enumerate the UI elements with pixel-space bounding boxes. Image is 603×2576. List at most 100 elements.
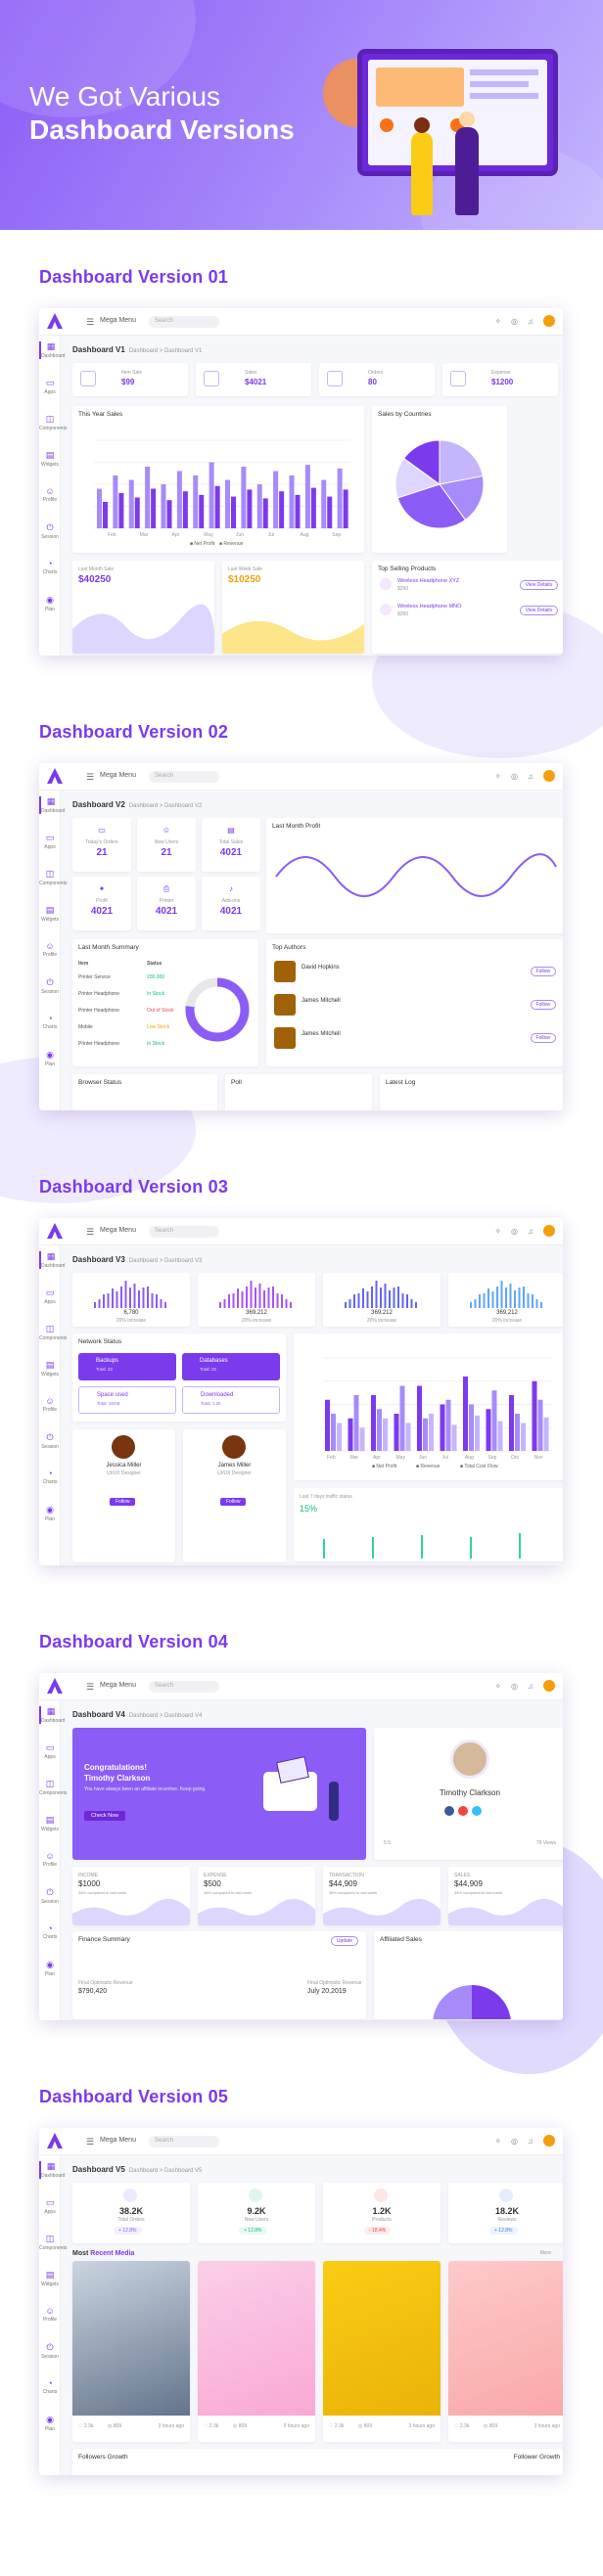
- sidebar-item-components[interactable]: ◫ Components: [39, 2234, 67, 2251]
- logo[interactable]: [47, 1678, 63, 1694]
- avatar[interactable]: [543, 1225, 555, 1237]
- sidebar-item-plan[interactable]: ◉ Plan: [39, 1960, 61, 1977]
- update-button[interactable]: Update: [330, 1936, 358, 1946]
- sidebar-item-widgets[interactable]: ▤ Widgets: [39, 905, 61, 923]
- avatar[interactable]: [543, 1680, 555, 1692]
- follow-button[interactable]: Follow: [220, 1498, 247, 1506]
- search-input[interactable]: Search: [149, 1226, 219, 1238]
- search-input[interactable]: Search: [149, 316, 219, 328]
- sidebar-item-apps[interactable]: ▭ Apps: [39, 1288, 61, 1305]
- sidebar-item-charts[interactable]: ◔ Charts: [39, 1469, 61, 1485]
- globe-icon[interactable]: ◎: [511, 1681, 518, 1691]
- mega-menu[interactable]: Mega Menu: [100, 1682, 136, 1689]
- sidebar-item-profile[interactable]: ☺ Profile: [39, 486, 61, 503]
- facebook-icon[interactable]: [444, 1806, 454, 1816]
- sidebar-item-charts[interactable]: ◔ Charts: [39, 1923, 61, 1940]
- sidebar-item-apps[interactable]: ▭ Apps: [39, 378, 61, 395]
- sidebar-item-components[interactable]: ◫ Components: [39, 869, 67, 886]
- globe-icon[interactable]: ◎: [511, 2136, 518, 2146]
- media-card[interactable]: ♡ 2.3k ◎ 809 3 hours ago: [323, 2261, 441, 2442]
- mega-menu[interactable]: Mega Menu: [100, 317, 136, 324]
- sidebar-item-dashboard[interactable]: ▦ Dashboard: [39, 1706, 65, 1724]
- globe-icon[interactable]: ◎: [511, 1226, 518, 1236]
- menu-icon[interactable]: ☰: [86, 2137, 95, 2147]
- logo[interactable]: [47, 313, 63, 329]
- search-input[interactable]: Search: [149, 1681, 219, 1693]
- avatar[interactable]: [543, 770, 555, 782]
- sidebar-item-session[interactable]: ⏻ Session: [39, 1432, 61, 1450]
- sidebar-item-session[interactable]: ⏻ Session: [39, 1887, 61, 1905]
- avatar[interactable]: [543, 315, 555, 327]
- twitter-icon[interactable]: [472, 1806, 482, 1816]
- search-input[interactable]: Search: [149, 771, 219, 783]
- network-tile[interactable]: Space used Total: 20GB: [78, 1386, 176, 1414]
- sidebar-item-plan[interactable]: ◉ Plan: [39, 2415, 61, 2432]
- follow-button[interactable]: Follow: [110, 1498, 136, 1506]
- view-details-button[interactable]: View Details: [519, 606, 558, 615]
- mega-menu[interactable]: Mega Menu: [100, 2137, 136, 2144]
- sidebar-item-charts[interactable]: ◔ Charts: [39, 559, 61, 575]
- menu-icon[interactable]: ☰: [86, 1227, 95, 1237]
- follow-button[interactable]: Follow: [530, 1033, 556, 1043]
- sidebar-item-components[interactable]: ◫ Components: [39, 1324, 67, 1341]
- notification-icon[interactable]: ♫: [528, 316, 533, 326]
- sidebar-item-apps[interactable]: ▭ Apps: [39, 2197, 61, 2215]
- sidebar-item-plan[interactable]: ◉ Plan: [39, 595, 61, 612]
- sidebar-item-dashboard[interactable]: ▦ Dashboard: [39, 796, 65, 814]
- media-card[interactable]: ♡ 2.3k ◎ 809 3 hours ago: [72, 2261, 190, 2442]
- globe-icon[interactable]: ◎: [511, 316, 518, 326]
- sidebar-item-charts[interactable]: ◔ Charts: [39, 1014, 61, 1030]
- sidebar-item-apps[interactable]: ▭ Apps: [39, 833, 61, 850]
- menu-icon[interactable]: ☰: [86, 1682, 95, 1692]
- logo[interactable]: [47, 2133, 63, 2148]
- mega-menu[interactable]: Mega Menu: [100, 1227, 136, 1234]
- google-icon[interactable]: [458, 1806, 468, 1816]
- sidebar-item-components[interactable]: ◫ Components: [39, 1779, 67, 1796]
- sidebar-item-widgets[interactable]: ▤ Widgets: [39, 1360, 61, 1378]
- globe-icon[interactable]: ◎: [511, 771, 518, 781]
- check-now-button[interactable]: Check Now: [84, 1811, 126, 1821]
- sidebar-item-profile[interactable]: ☺ Profile: [39, 2306, 61, 2323]
- sidebar-item-profile[interactable]: ☺ Profile: [39, 941, 61, 958]
- more-link[interactable]: More: [539, 2250, 551, 2256]
- media-card[interactable]: ♡ 2.3k ◎ 809 3 hours ago: [198, 2261, 315, 2442]
- sidebar-item-plan[interactable]: ◉ Plan: [39, 1050, 61, 1067]
- sidebar-item-widgets[interactable]: ▤ Widgets: [39, 450, 61, 468]
- sidebar-item-dashboard[interactable]: ▦ Dashboard: [39, 341, 65, 359]
- media-card[interactable]: ♡ 2.3k ◎ 809 3 hours ago: [448, 2261, 563, 2442]
- search-input[interactable]: Search: [149, 2136, 219, 2147]
- settings-icon[interactable]: ✧: [494, 1226, 502, 1236]
- sidebar-item-widgets[interactable]: ▤ Widgets: [39, 1815, 61, 1832]
- avatar[interactable]: [543, 2135, 555, 2147]
- settings-icon[interactable]: ✧: [494, 2136, 502, 2146]
- notification-icon[interactable]: ♫: [528, 2136, 533, 2146]
- menu-icon[interactable]: ☰: [86, 772, 95, 782]
- logo[interactable]: [47, 1223, 63, 1239]
- sidebar-item-session[interactable]: ⏻ Session: [39, 522, 61, 540]
- network-tile[interactable]: Databases Total: 32: [182, 1353, 280, 1380]
- notification-icon[interactable]: ♫: [528, 771, 533, 781]
- follow-button[interactable]: Follow: [530, 1000, 556, 1010]
- sidebar-item-profile[interactable]: ☺ Profile: [39, 1851, 61, 1868]
- settings-icon[interactable]: ✧: [494, 1681, 502, 1691]
- menu-icon[interactable]: ☰: [86, 317, 95, 327]
- sidebar-item-plan[interactable]: ◉ Plan: [39, 1505, 61, 1522]
- sidebar-item-session[interactable]: ⏻ Session: [39, 977, 61, 995]
- logo[interactable]: [47, 768, 63, 784]
- sidebar-item-profile[interactable]: ☺ Profile: [39, 1396, 61, 1413]
- follow-button[interactable]: Follow: [530, 967, 556, 976]
- sidebar-item-apps[interactable]: ▭ Apps: [39, 1742, 61, 1760]
- sidebar-item-components[interactable]: ◫ Components: [39, 414, 67, 431]
- notification-icon[interactable]: ♫: [528, 1681, 533, 1691]
- notification-icon[interactable]: ♫: [528, 1226, 533, 1236]
- settings-icon[interactable]: ✧: [494, 316, 502, 326]
- network-tile[interactable]: Backups Total: 32: [78, 1353, 176, 1380]
- sidebar-item-charts[interactable]: ◔ Charts: [39, 2378, 61, 2395]
- view-details-button[interactable]: View Details: [519, 580, 558, 590]
- sidebar-item-widgets[interactable]: ▤ Widgets: [39, 2270, 61, 2287]
- sidebar-item-dashboard[interactable]: ▦ Dashboard: [39, 2161, 65, 2179]
- sidebar-item-dashboard[interactable]: ▦ Dashboard: [39, 1251, 65, 1269]
- network-tile[interactable]: Downloaded Total: 1.2k: [182, 1386, 280, 1414]
- mega-menu[interactable]: Mega Menu: [100, 772, 136, 779]
- sidebar-item-session[interactable]: ⏻ Session: [39, 2342, 61, 2360]
